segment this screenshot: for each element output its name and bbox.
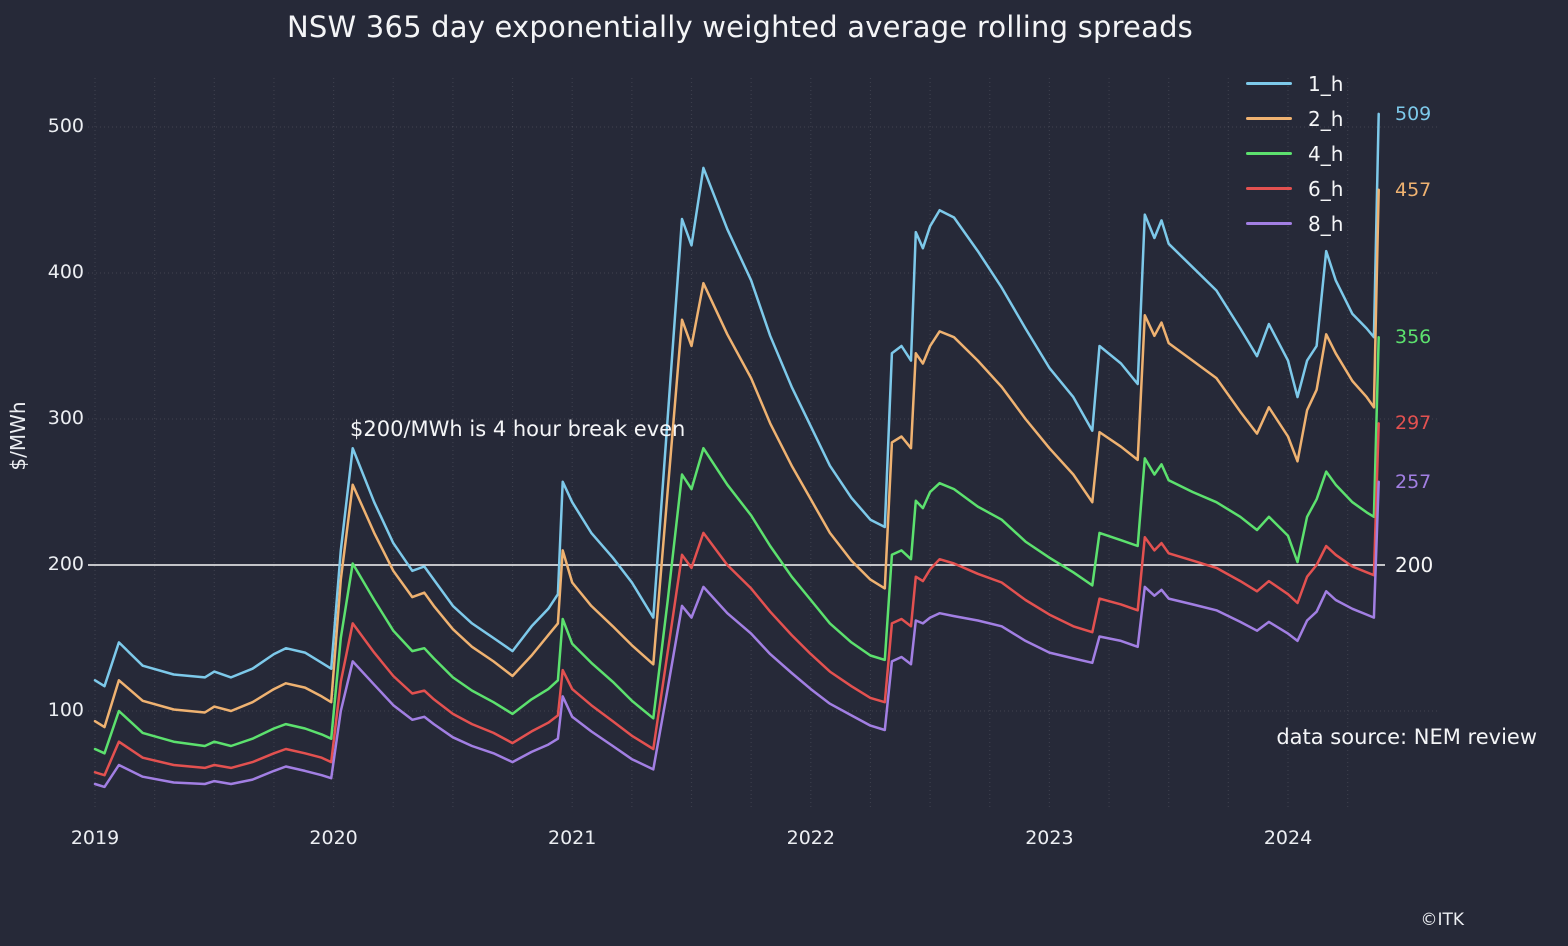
data-source-note: data source: NEM review xyxy=(1276,725,1537,749)
chart-title: NSW 365 day exponentially weighted avera… xyxy=(287,10,1193,44)
legend-label: 1_h xyxy=(1308,71,1344,96)
y-tick-label: 100 xyxy=(47,699,84,721)
x-tick-label: 2022 xyxy=(786,827,835,849)
end-value-label-4_h: 356 xyxy=(1395,326,1432,349)
legend-item-2_h: 2_h xyxy=(1246,105,1343,132)
x-tick-label: 2024 xyxy=(1263,827,1313,849)
legend: 1_h 2_h 4_h 6_h 8_h xyxy=(1246,70,1343,237)
x-tick-label: 2023 xyxy=(1025,827,1074,849)
x-tick-label: 2019 xyxy=(70,827,120,849)
legend-item-6_h: 6_h xyxy=(1246,175,1343,202)
legend-item-8_h: 8_h xyxy=(1246,210,1343,237)
legend-label: 2_h xyxy=(1308,106,1344,131)
end-value-label-1_h: 509 xyxy=(1395,102,1432,125)
x-tick-label: 2020 xyxy=(309,827,358,849)
legend-swatch-2_h xyxy=(1246,116,1292,121)
series-line-1_h xyxy=(93,112,1380,688)
x-tick-label: 2021 xyxy=(548,827,597,849)
legend-item-1_h: 1_h xyxy=(1246,70,1343,97)
series-line-2_h xyxy=(93,188,1380,729)
y-tick-label: 300 xyxy=(47,407,84,429)
break-even-annotation: $200/MWh is 4 hour break even xyxy=(350,417,686,441)
y-tick-label: 500 xyxy=(47,115,84,137)
legend-label: 4_h xyxy=(1308,141,1344,166)
series-line-8_h xyxy=(93,480,1380,789)
copyright-note: ©ITK xyxy=(1420,910,1464,930)
legend-swatch-4_h xyxy=(1246,151,1292,156)
y-tick-label: 400 xyxy=(47,261,84,283)
legend-swatch-8_h xyxy=(1246,221,1292,226)
y-tick-label: 200 xyxy=(47,553,84,575)
legend-swatch-1_h xyxy=(1246,81,1292,86)
legend-label: 8_h xyxy=(1308,211,1344,236)
series-line-6_h xyxy=(93,422,1380,777)
legend-swatch-6_h xyxy=(1246,186,1292,191)
end-value-label-6_h: 297 xyxy=(1395,412,1432,435)
legend-label: 6_h xyxy=(1308,176,1344,201)
end-value-label-8_h: 257 xyxy=(1395,470,1432,493)
series-line-4_h xyxy=(93,335,1380,755)
legend-item-4_h: 4_h xyxy=(1246,140,1343,167)
threshold-value-label: 200 xyxy=(1395,553,1434,577)
end-value-label-2_h: 457 xyxy=(1395,178,1432,201)
